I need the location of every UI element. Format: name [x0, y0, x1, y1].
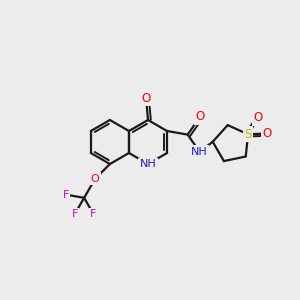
Text: O: O — [263, 127, 272, 140]
Text: NH: NH — [191, 147, 208, 157]
Text: F: F — [90, 209, 97, 219]
Text: S: S — [244, 128, 252, 141]
Text: O: O — [254, 112, 263, 124]
Text: O: O — [196, 110, 205, 123]
Text: NH: NH — [140, 159, 156, 169]
Text: O: O — [91, 174, 100, 184]
Text: O: O — [142, 92, 151, 105]
Text: F: F — [62, 190, 69, 200]
Text: F: F — [72, 209, 78, 219]
